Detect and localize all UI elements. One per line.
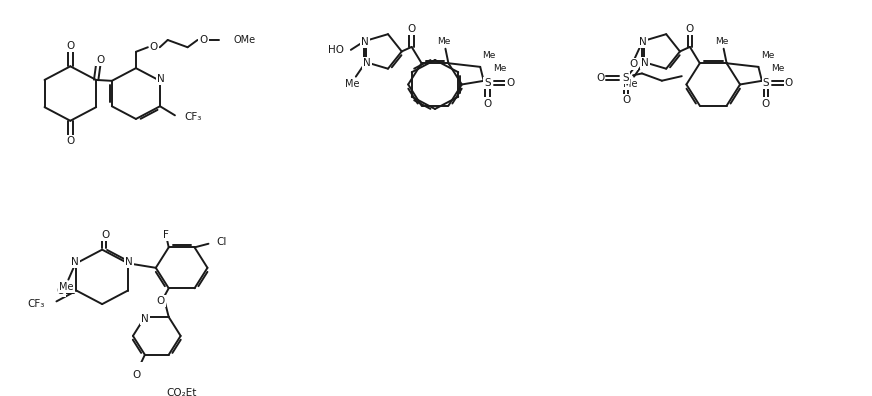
Text: O: O [66, 136, 74, 146]
Text: CF₃: CF₃ [27, 299, 44, 309]
Text: S: S [623, 73, 630, 83]
Text: O: O [622, 95, 630, 105]
Text: OMe: OMe [234, 35, 255, 45]
Text: O: O [407, 24, 416, 34]
Text: O: O [157, 296, 165, 306]
Text: N: N [72, 257, 79, 267]
Text: N: N [125, 257, 133, 267]
Text: O: O [57, 286, 65, 295]
Text: N: N [361, 37, 369, 47]
Text: N: N [141, 314, 149, 324]
Text: S: S [484, 78, 491, 88]
Text: Me: Me [437, 37, 450, 46]
Text: O: O [762, 99, 770, 109]
Text: N: N [363, 58, 371, 68]
Text: Me: Me [482, 51, 496, 61]
Text: CO₂Et: CO₂Et [167, 388, 197, 396]
Text: Me: Me [715, 37, 728, 46]
Text: CF₃: CF₃ [184, 112, 201, 122]
Text: O: O [66, 41, 74, 51]
Text: Me: Me [344, 79, 359, 89]
Text: Me: Me [494, 64, 507, 73]
Text: O: O [101, 230, 109, 240]
Text: Me: Me [772, 64, 785, 73]
Text: O: O [200, 35, 208, 45]
Text: Cl: Cl [216, 237, 227, 247]
Text: N: N [157, 74, 165, 84]
Text: O: O [629, 59, 637, 69]
Text: N: N [639, 37, 647, 47]
Text: O: O [785, 78, 793, 88]
Text: Me: Me [59, 282, 73, 292]
Text: O: O [596, 73, 604, 83]
Text: O: O [484, 99, 492, 109]
Text: N: N [641, 58, 649, 68]
Text: O: O [150, 42, 158, 52]
Text: S: S [763, 78, 769, 88]
Text: Me: Me [623, 79, 637, 89]
Text: HO: HO [328, 45, 344, 55]
Text: O: O [96, 55, 105, 65]
Text: O: O [507, 78, 514, 88]
Text: O: O [133, 370, 141, 380]
Text: F: F [163, 230, 168, 240]
Text: Me: Me [760, 51, 774, 61]
Text: O: O [685, 24, 694, 34]
